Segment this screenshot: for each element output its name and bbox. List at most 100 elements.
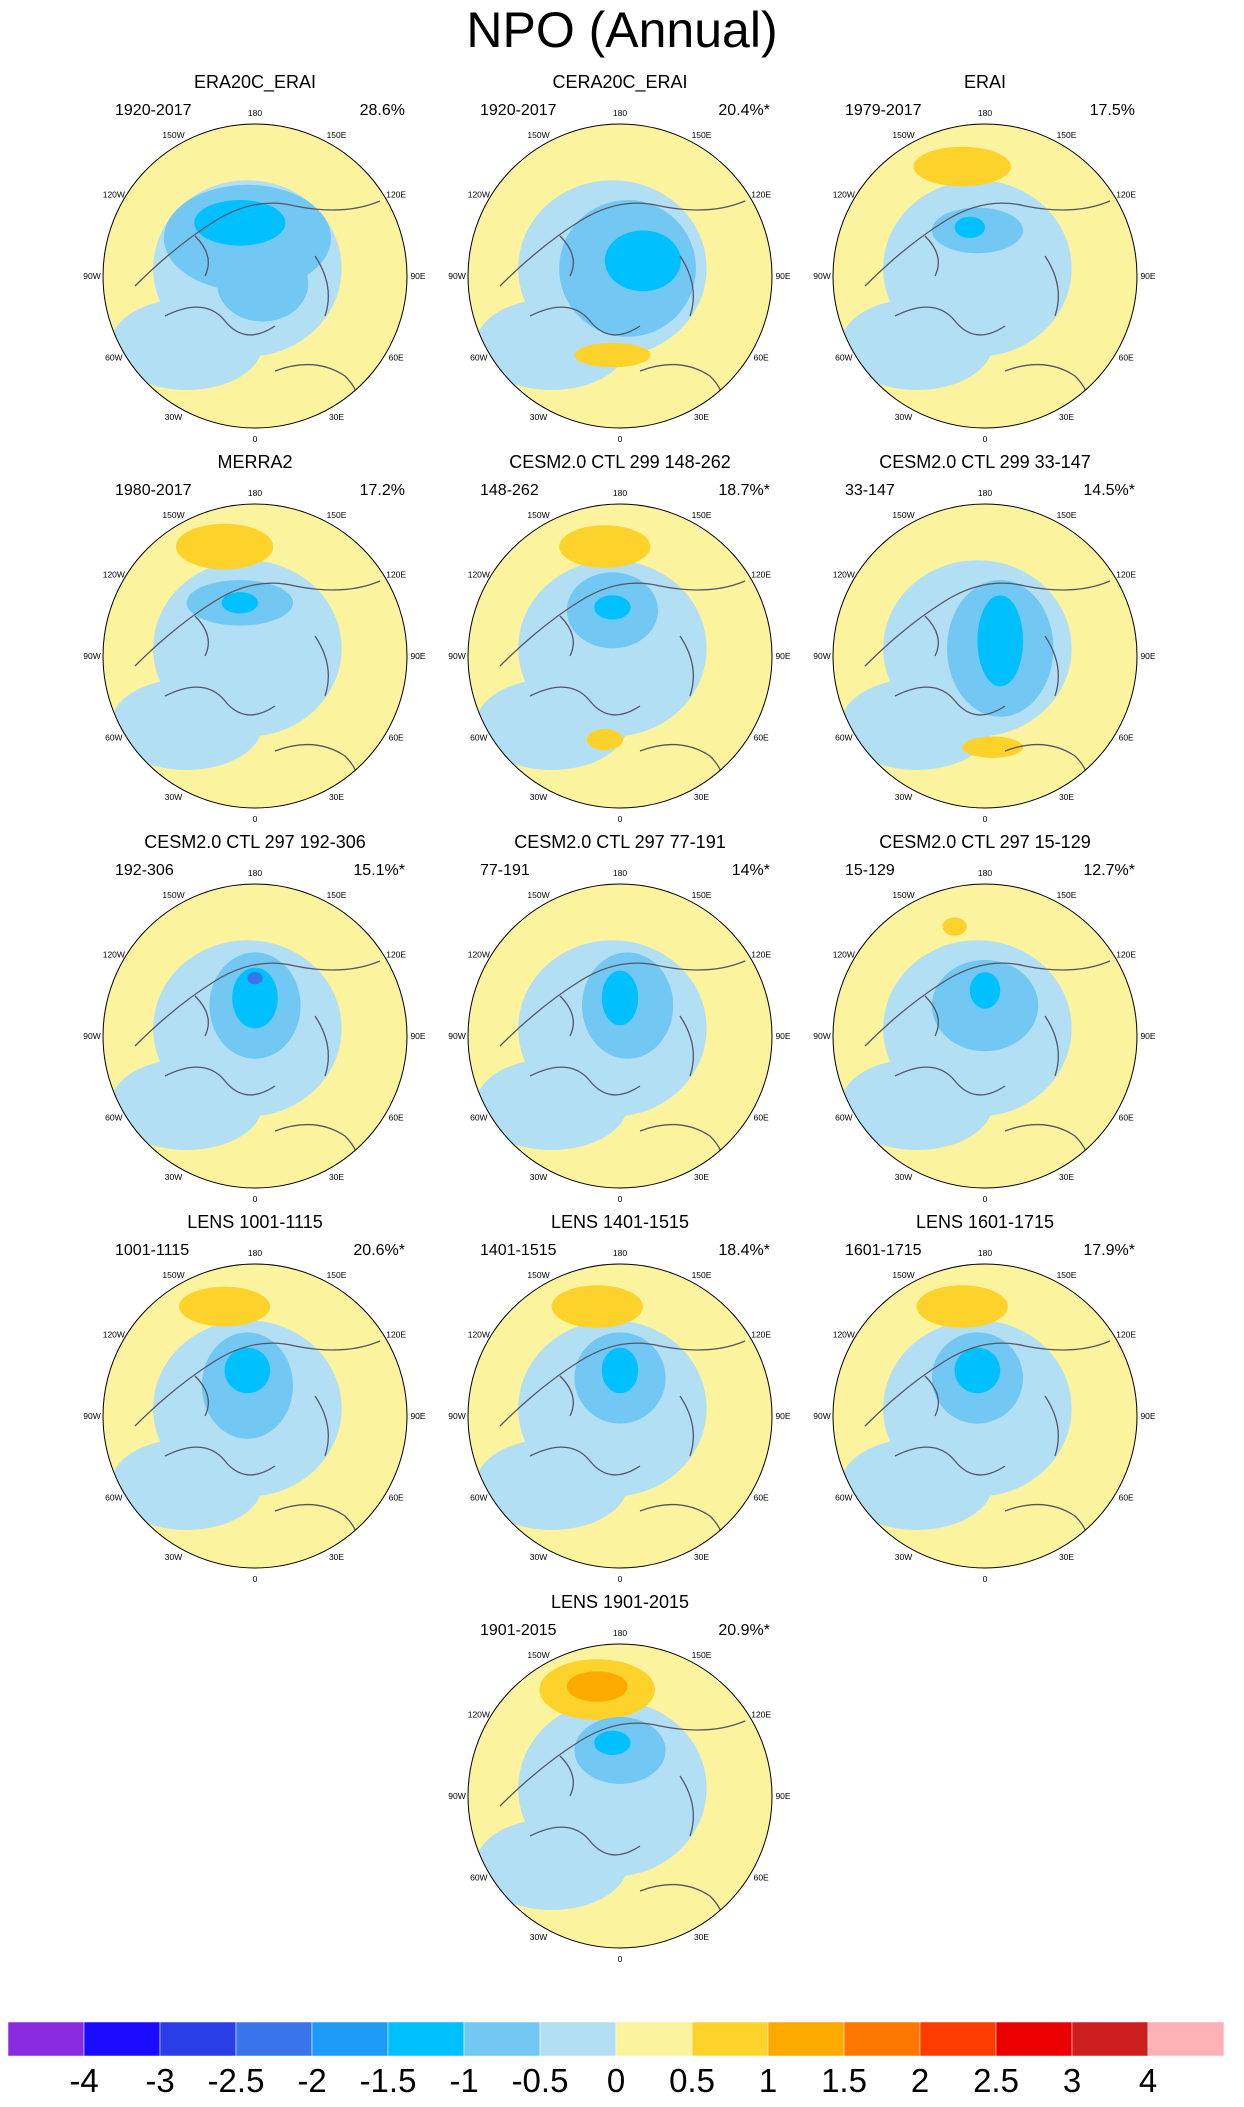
longitude-label: 30E	[694, 1932, 709, 1942]
longitude-label: 60E	[389, 733, 404, 743]
colorbar-label: -2.5	[208, 2062, 265, 2099]
map-border	[102, 883, 408, 1189]
negative-anomaly-region	[475, 678, 628, 770]
longitude-label: 60W	[835, 733, 852, 743]
longitude-label: 60W	[105, 1493, 122, 1503]
positive-anomaly-contour	[962, 736, 1023, 758]
map-panel: 180 150E 120E 90E 60E 30E 0 30W 60W 90W 120W 150W LE…	[440, 1212, 800, 1584]
longitude-label: 0	[983, 814, 988, 824]
longitude-label: 180	[248, 1248, 262, 1258]
longitude-label: 0	[618, 1194, 623, 1204]
panel-period: 1601-1715	[845, 1242, 922, 1259]
map-panel: 180 150E 120E 90E 60E 30E 0 30W 60W 90W 120W 150W CE…	[805, 452, 1165, 824]
colorbar-label: 0	[607, 2062, 625, 2099]
map-panel: 180 150E 120E 90E 60E 30E 0 30W 60W 90W 120W 150W ME…	[75, 452, 435, 824]
longitude-label: 0	[253, 1574, 258, 1584]
panel-title: CESM2.0 CTL 297 77-191	[514, 832, 726, 852]
colorbar-swatch	[387, 2022, 465, 2057]
panel-variance: 14%*	[731, 862, 770, 879]
map-panel: 180 150E 120E 90E 60E 30E 0 30W 60W 90W 120W 150W LE…	[75, 1212, 435, 1584]
coastlines	[134, 200, 381, 417]
longitude-label: 120E	[1116, 1330, 1136, 1340]
longitude-label: 150E	[692, 1270, 712, 1280]
longitude-label: 60E	[754, 1493, 769, 1503]
colorbar-swatch	[767, 2022, 845, 2057]
map-border	[832, 123, 1138, 429]
longitude-label: 60E	[754, 733, 769, 743]
longitude-label: 60W	[105, 1113, 122, 1123]
longitude-label: 30W	[895, 412, 912, 422]
longitude-label: 180	[978, 488, 992, 498]
longitude-label: 60W	[835, 1113, 852, 1123]
longitude-label: 150E	[1057, 1270, 1077, 1280]
longitude-label: 90W	[813, 651, 830, 661]
negative-anomaly-region	[475, 1058, 628, 1150]
panel-variance: 20.4%*	[718, 102, 770, 119]
longitude-label: 90E	[775, 1411, 790, 1421]
longitude-label: 30W	[530, 1932, 547, 1942]
panel-period: 148-262	[480, 482, 539, 499]
longitude-label: 60E	[754, 353, 769, 363]
longitude-label: 30E	[329, 1552, 344, 1562]
longitude-label: 150E	[1057, 890, 1077, 900]
polar-map: 180 150E 120E 90E 60E 30E 0 30W 60W 90W 120W 150W	[448, 488, 791, 824]
longitude-label: 0	[618, 814, 623, 824]
positive-anomaly-contour	[551, 1285, 643, 1328]
longitude-label: 90W	[448, 271, 465, 281]
polar-map: 180 150E 120E 90E 60E 30E 0 30W 60W 90W 120W 150W	[813, 108, 1156, 444]
polar-map: 180 150E 120E 90E 60E 30E 0 30W 60W 90W 120W 150W	[813, 1248, 1156, 1584]
coastlines	[864, 1340, 1111, 1557]
positive-anomaly-contour	[574, 342, 651, 368]
longitude-label: 30E	[694, 1552, 709, 1562]
colorbar-swatch	[843, 2022, 921, 2057]
longitude-label: 120E	[386, 570, 406, 580]
panel-title: CESM2.0 CTL 297 15-129	[879, 832, 1091, 852]
panel-title: LENS 1401-1515	[550, 1212, 690, 1232]
longitude-label: 30W	[165, 412, 182, 422]
longitude-label: 120W	[468, 1710, 490, 1720]
map-panel: 180 150E 120E 90E 60E 30E 0 30W 60W 90W 120W 150W CE…	[440, 452, 800, 824]
negative-anomaly-contour	[594, 1730, 631, 1755]
longitude-label: 90W	[83, 1031, 100, 1041]
panel-variance: 20.6%*	[353, 1242, 405, 1259]
longitude-label: 30E	[329, 792, 344, 802]
longitude-label: 90W	[448, 1791, 465, 1801]
longitude-label: 120E	[1116, 950, 1136, 960]
longitude-label: 150E	[1057, 510, 1077, 520]
longitude-label: 0	[983, 434, 988, 444]
longitude-label: 30W	[530, 412, 547, 422]
longitude-label: 120E	[751, 570, 771, 580]
colorbar-swatch	[1071, 2022, 1149, 2057]
panel-title: MERRA2	[217, 452, 293, 472]
longitude-label: 30E	[694, 412, 709, 422]
coastlines	[864, 200, 1111, 417]
colorbar-label: 1.5	[821, 2062, 867, 2099]
longitude-label: 180	[978, 108, 992, 118]
polar-map: 180 150E 120E 90E 60E 30E 0 30W 60W 90W 120W 150W	[83, 1248, 426, 1584]
polar-map: 180 150E 120E 90E 60E 30E 0 30W 60W 90W 120W 150W	[813, 488, 1156, 824]
colorbar-label: 3	[1063, 2062, 1081, 2099]
longitude-label: 90W	[813, 1031, 830, 1041]
longitude-label: 60W	[470, 1873, 487, 1883]
longitude-label: 180	[248, 868, 262, 878]
negative-anomaly-contour	[232, 967, 278, 1029]
longitude-label: 60W	[835, 1493, 852, 1503]
colorbar-label: -4	[69, 2062, 98, 2099]
longitude-label: 60E	[389, 353, 404, 363]
coastlines	[134, 960, 381, 1177]
longitude-label: 150W	[892, 890, 914, 900]
longitude-label: 60W	[470, 1493, 487, 1503]
colorbar-label: -1	[449, 2062, 478, 2099]
longitude-label: 90E	[775, 651, 790, 661]
colorbar-label: -3	[145, 2062, 174, 2099]
longitude-label: 90W	[448, 1031, 465, 1041]
panel-variance: 17.5%	[1089, 102, 1135, 119]
panel-title: CERA20C_ERAI	[552, 72, 688, 92]
longitude-label: 30E	[694, 1172, 709, 1182]
longitude-label: 180	[978, 1248, 992, 1258]
longitude-label: 60W	[105, 733, 122, 743]
colorbar-label: -2	[297, 2062, 326, 2099]
panel-period: 1980-2017	[115, 482, 192, 499]
longitude-label: 120E	[386, 190, 406, 200]
longitude-label: 60E	[1119, 1493, 1134, 1503]
